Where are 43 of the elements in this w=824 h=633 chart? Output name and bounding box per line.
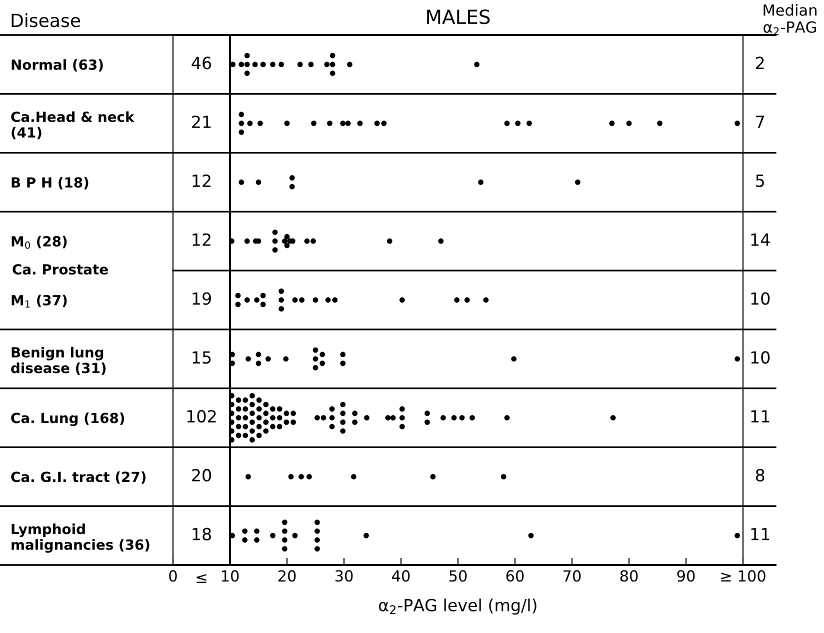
y-tick-label: B P H (18)	[12, 176, 88, 190]
annotation: 15	[192, 351, 211, 364]
text: 11	[751, 528, 770, 540]
y-tick-label: Ca.Head & neck (41)	[11, 111, 135, 140]
text: 5	[756, 174, 764, 188]
text: 14	[751, 234, 770, 246]
x-tick-label: 10	[222, 570, 239, 582]
annotation: 18	[192, 528, 211, 540]
text: 10	[751, 292, 770, 305]
x-tick-label: 20	[278, 570, 296, 582]
text: 7	[756, 116, 764, 128]
x-tick-label: 70	[564, 570, 581, 582]
chart-title: MALES	[427, 9, 490, 24]
x-tick-label: 60	[506, 570, 524, 582]
annotation: 46	[192, 56, 212, 70]
annotation: 102	[187, 410, 216, 423]
x-tick-label: 90	[677, 570, 695, 582]
annotation: 12	[192, 174, 210, 187]
annotation: 12	[192, 233, 210, 246]
x-tick-label: 30	[335, 570, 353, 582]
y-tick-label: M$_{0}$ (28)	[12, 236, 67, 249]
text: ≤	[196, 574, 206, 583]
x-tick-label: 80	[620, 570, 638, 582]
y-tick-label: Ca. Lung (168)	[11, 412, 124, 426]
annotation: 19	[192, 292, 211, 305]
text: 2	[756, 56, 764, 70]
x-axis-title: α$_{2}$-PAG level (mg/l)	[379, 598, 536, 615]
annotation: 21	[192, 116, 211, 128]
text: Ca. Prostate	[12, 264, 108, 275]
y-tick-label: Benign lung disease (31)	[11, 346, 106, 375]
x-tick-label: 50	[449, 570, 467, 582]
text: 8	[756, 468, 764, 482]
x-tick-label: 0	[169, 570, 177, 582]
annotation: 20	[192, 468, 211, 482]
y-tick-label: Normal (63)	[12, 59, 103, 72]
x-tick-label: 40	[392, 570, 410, 582]
y-tick-label: Lymphoid malignancies (36)	[12, 524, 150, 553]
x-tick-label: ≥ 100	[721, 570, 766, 582]
y-tick-label: Ca. G.I. tract (27)	[11, 471, 146, 484]
text: 11	[751, 410, 770, 422]
text: 10	[751, 351, 770, 364]
y-tick-label: M$_{1}$ (37)	[12, 294, 67, 308]
text: Disease	[12, 13, 80, 28]
